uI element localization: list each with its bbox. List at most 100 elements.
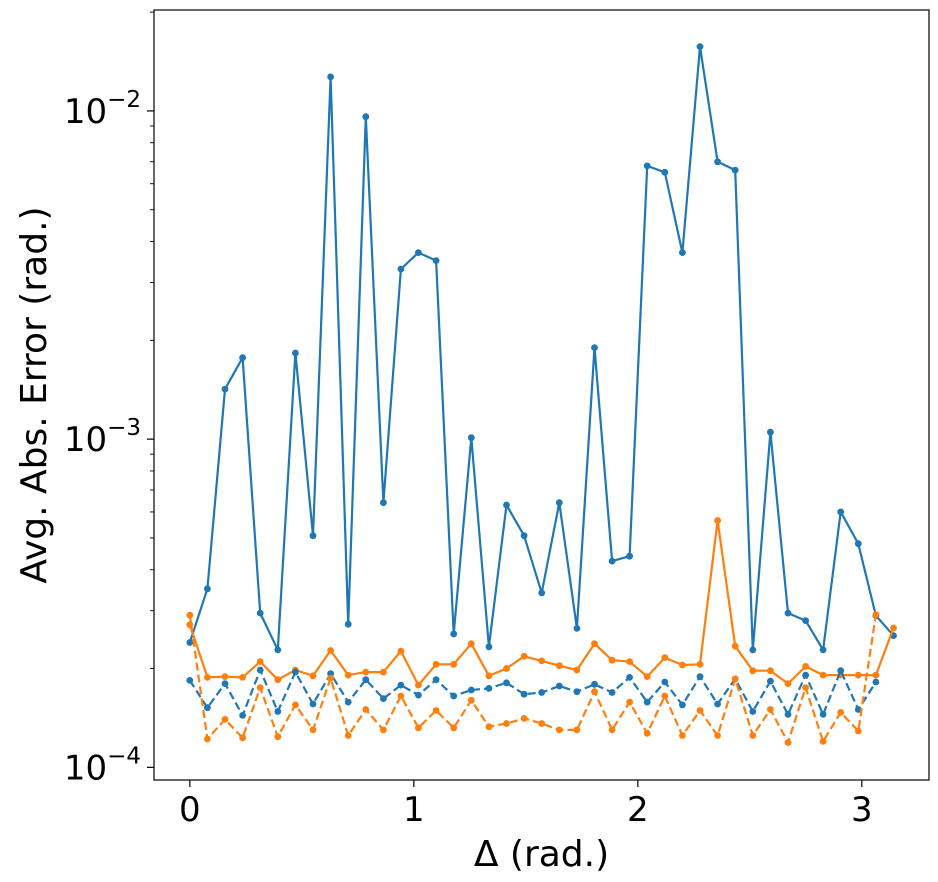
data-point [186,677,194,684]
data-point [643,673,651,680]
data-point [292,701,299,709]
data-point [344,732,352,739]
data-point [309,532,317,540]
data-point [274,708,282,715]
data-point [626,674,633,681]
data-point [186,621,194,629]
series-2 [186,517,897,689]
data-point [432,257,440,264]
data-point [397,692,405,700]
x-tick-label: 3 [851,790,873,830]
data-point [749,708,757,715]
data-point [591,688,598,696]
data-point [661,692,669,700]
data-point [872,678,880,686]
data-point [362,668,370,676]
data-point [415,691,422,699]
data-point [591,640,598,648]
data-point [221,680,229,687]
data-point [819,671,827,679]
data-point [661,168,669,176]
data-point [626,658,633,665]
data-point [643,698,651,706]
data-point [626,698,633,706]
data-point [696,707,704,714]
data-point [643,729,651,737]
x-axis-label: Δ (rad.) [474,834,609,875]
data-point [538,720,546,727]
data-point [767,428,774,436]
data-point [819,711,827,718]
data-point [239,734,247,742]
data-point [591,344,598,351]
y-tick-label: 10−3 [64,415,141,460]
data-point [292,668,299,676]
data-point [538,657,546,665]
data-point [520,690,528,698]
data-point [239,354,247,362]
data-point [767,677,774,685]
data-point [397,647,405,655]
data-point [467,434,475,442]
data-point [344,671,352,679]
data-point [204,585,211,593]
data-point [661,678,669,686]
data-point [608,656,616,664]
x-tick-label: 1 [403,790,425,830]
data-point [256,609,264,617]
data-point [714,732,721,739]
x-tick-label: 2 [627,790,649,830]
data-point [415,681,422,689]
data-point [872,671,880,679]
data-point [450,630,458,638]
data-point [784,739,792,746]
data-point [520,715,528,722]
data-point [714,158,721,166]
data-point [239,712,247,719]
data-point [397,681,405,689]
data-point [696,673,704,680]
data-point [731,166,739,174]
data-point [309,726,317,734]
data-point [415,724,422,732]
data-point [890,624,897,632]
data-point [432,660,440,668]
data-point [626,552,633,560]
data-point [555,682,563,690]
y-tick-label: 10−2 [64,87,141,132]
data-point [802,684,809,691]
data-point [467,640,475,648]
data-point [503,720,510,727]
data-point [221,385,229,393]
y-tick-label: 10−4 [64,743,141,788]
data-point [397,265,405,273]
data-point [802,663,809,670]
data-point [344,620,352,628]
y-axis-label: Avg. Abs. Error (rad.) [14,206,55,583]
data-point [221,716,229,723]
series-1 [186,43,897,654]
data-point [608,726,616,734]
data-point [802,617,809,624]
data-point [767,667,774,675]
data-point [872,611,880,618]
data-point [204,674,211,681]
data-point [503,679,510,687]
data-point [608,689,616,696]
data-point [679,661,686,669]
data-point [819,646,827,654]
data-point [573,666,581,674]
data-point [467,686,475,694]
data-point [274,733,282,741]
data-point [679,701,686,709]
data-point [555,662,563,670]
data-point [485,672,493,680]
data-point [450,692,458,700]
data-point [538,689,546,696]
data-point [661,654,669,661]
data-point [749,646,757,654]
data-point [467,696,475,704]
data-point [450,660,458,668]
data-point [555,499,563,507]
